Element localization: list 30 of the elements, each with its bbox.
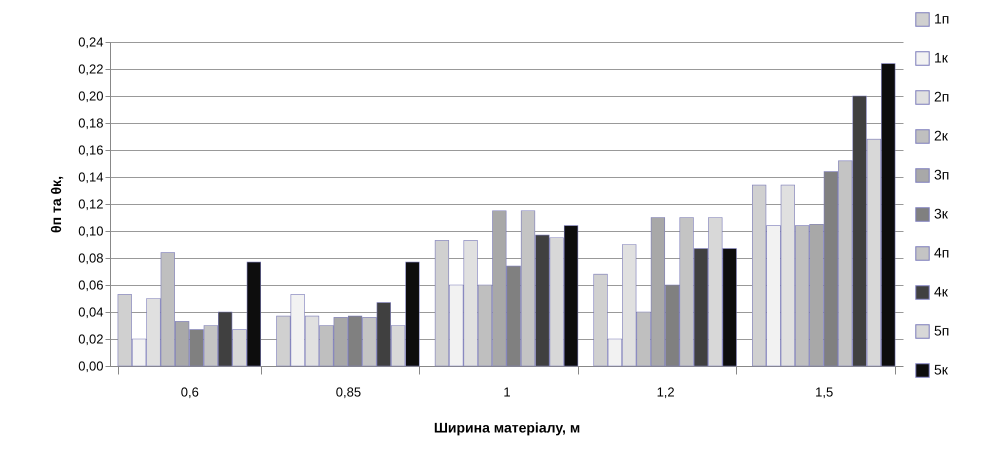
- y-tick-label: 0,18: [78, 116, 104, 130]
- x-tick-label: 0,6: [180, 384, 199, 400]
- legend-label: 4п: [934, 244, 950, 260]
- y-tick-label: 0,00: [78, 358, 104, 374]
- x-tick-label: 0,85: [336, 384, 362, 400]
- y-axis-title: θп та θк,: [48, 176, 64, 233]
- y-tick-label: 0,02: [78, 332, 104, 346]
- y-tick-label: 0,06: [78, 278, 104, 292]
- y-tick-label: 0,16: [78, 142, 104, 158]
- legend-label: 4к: [934, 284, 949, 300]
- y-tick-label: 0,14: [78, 170, 104, 184]
- legend-label: 5к: [934, 362, 949, 378]
- legend-label: 2к: [934, 128, 949, 144]
- x-tick-label: 1,2: [656, 384, 675, 400]
- legend-label: 1п: [934, 10, 950, 26]
- y-tick-label: 0,04: [78, 304, 104, 320]
- legend-label: 3к: [934, 206, 949, 222]
- y-tick-label: 0,08: [78, 250, 104, 266]
- legend-label: 2п: [934, 88, 950, 104]
- x-tick-label: 1: [503, 384, 511, 400]
- x-axis-title: Ширина матеріалу, м: [434, 420, 580, 436]
- y-tick-label: 0,20: [78, 88, 104, 104]
- legend-label: 5п: [934, 322, 950, 338]
- legend-label: 3п: [934, 166, 950, 182]
- legend-label: 1к: [934, 50, 949, 66]
- y-tick-label: 0,10: [78, 224, 104, 238]
- y-tick-label: 0,22: [78, 62, 104, 76]
- x-tick-label: 1,5: [815, 384, 834, 400]
- y-tick-label: 0,12: [78, 196, 104, 212]
- y-tick-label: 0,24: [78, 34, 104, 50]
